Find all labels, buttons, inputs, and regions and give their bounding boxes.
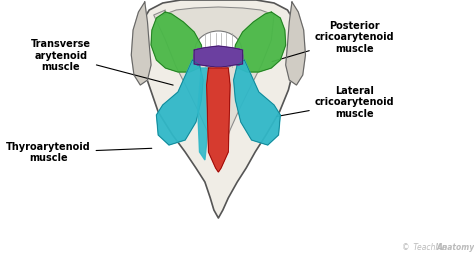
Ellipse shape	[195, 31, 242, 69]
Polygon shape	[151, 12, 203, 72]
Polygon shape	[234, 60, 280, 145]
Text: Lateral
cricoarytenoid
muscle: Lateral cricoarytenoid muscle	[276, 86, 394, 119]
Polygon shape	[286, 2, 305, 85]
Text: Anatomy: Anatomy	[437, 243, 474, 252]
Text: TeachMe: TeachMe	[411, 243, 447, 252]
Polygon shape	[138, 0, 298, 218]
Polygon shape	[207, 68, 230, 172]
Text: ©: ©	[402, 243, 410, 252]
Text: Transverse
arytenoid
muscle: Transverse arytenoid muscle	[31, 39, 173, 85]
Ellipse shape	[233, 48, 244, 66]
Polygon shape	[194, 46, 243, 67]
Text: Thyroarytenoid
muscle: Thyroarytenoid muscle	[6, 142, 152, 163]
Polygon shape	[234, 12, 286, 72]
Polygon shape	[198, 68, 209, 160]
Polygon shape	[156, 60, 203, 145]
Ellipse shape	[193, 48, 204, 66]
Text: Posterior
cricoarytenoid
muscle: Posterior cricoarytenoid muscle	[272, 21, 394, 62]
Polygon shape	[131, 2, 151, 85]
Polygon shape	[154, 7, 274, 152]
